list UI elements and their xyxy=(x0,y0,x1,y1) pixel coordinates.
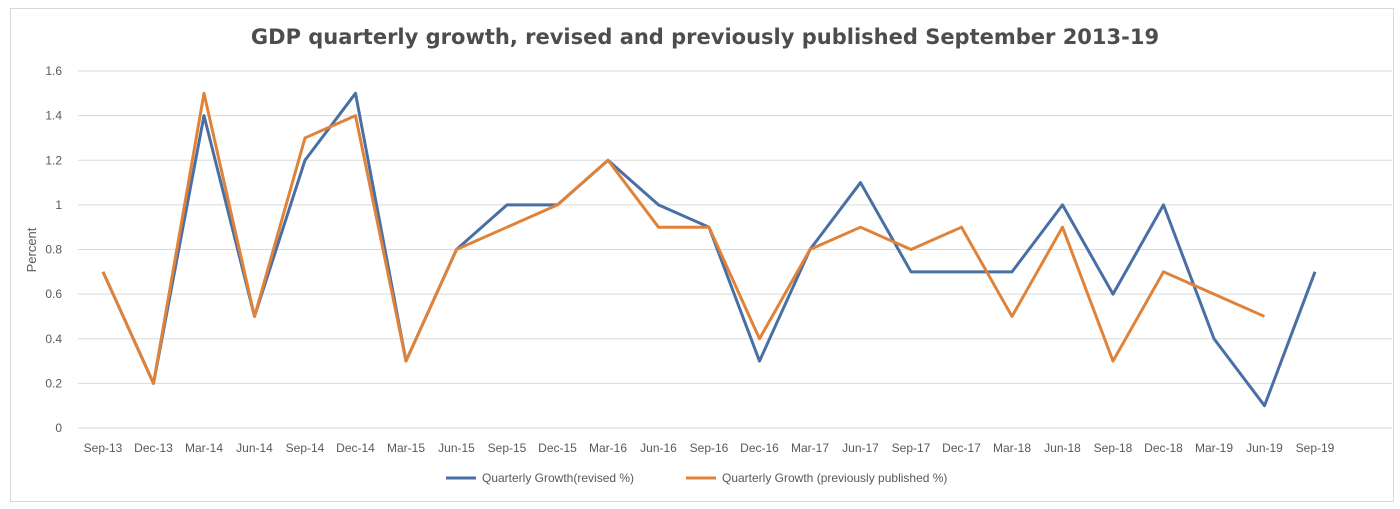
x-tick-label: Mar-16 xyxy=(589,441,627,455)
chart-title: GDP quarterly growth, revised and previo… xyxy=(251,25,1159,49)
x-tick-label: Mar-17 xyxy=(791,441,829,455)
x-tick-label: Sep-19 xyxy=(1296,441,1335,455)
x-tick-label: Dec-18 xyxy=(1144,441,1183,455)
x-tick-label: Sep-16 xyxy=(690,441,729,455)
x-tick-label: Dec-15 xyxy=(538,441,577,455)
y-tick-label: 0 xyxy=(55,421,62,435)
x-tick-label: Mar-15 xyxy=(387,441,425,455)
x-tick-label: Jun-14 xyxy=(236,441,273,455)
x-tick-label: Jun-19 xyxy=(1246,441,1283,455)
x-tick-label: Sep-15 xyxy=(488,441,527,455)
series-line-previously-published xyxy=(101,91,1266,385)
x-tick-label: Mar-18 xyxy=(993,441,1031,455)
legend: Quarterly Growth(revised %) Quarterly Gr… xyxy=(446,471,947,485)
series-lines xyxy=(101,91,1317,408)
x-tick-label: Dec-16 xyxy=(740,441,779,455)
y-tick-label: 0.4 xyxy=(45,332,62,346)
x-tick-labels: Sep-13 Dec-13 Mar-14 Jun-14 Sep-14 Dec-14 Mar-… xyxy=(84,441,1335,455)
x-tick-label: Mar-14 xyxy=(185,441,223,455)
x-tick-label: Dec-14 xyxy=(336,441,375,455)
x-tick-label: Dec-13 xyxy=(134,441,173,455)
x-tick-label: Jun-15 xyxy=(438,441,475,455)
legend-label-revised: Quarterly Growth(revised %) xyxy=(482,471,634,485)
gridlines xyxy=(78,70,1392,429)
y-tick-label: 1.4 xyxy=(45,109,62,123)
y-tick-label: 1.2 xyxy=(45,153,62,167)
x-tick-label: Sep-14 xyxy=(286,441,325,455)
x-tick-label: Jun-17 xyxy=(842,441,879,455)
y-tick-labels: 0 0.2 0.4 0.6 0.8 1 1.2 1.4 1.6 xyxy=(45,64,62,435)
x-tick-label: Sep-18 xyxy=(1094,441,1133,455)
y-tick-label: 1.6 xyxy=(45,64,62,78)
x-tick-label: Sep-13 xyxy=(84,441,123,455)
y-tick-label: 0.2 xyxy=(45,376,62,390)
y-tick-label: 0.6 xyxy=(45,287,62,301)
y-axis-label: Percent xyxy=(24,227,39,272)
x-tick-label: Dec-17 xyxy=(942,441,981,455)
x-tick-label: Jun-18 xyxy=(1044,441,1081,455)
x-tick-label: Sep-17 xyxy=(892,441,931,455)
y-tick-label: 1 xyxy=(55,198,62,212)
y-tick-label: 0.8 xyxy=(45,243,62,257)
x-tick-label: Jun-16 xyxy=(640,441,677,455)
x-tick-label: Mar-19 xyxy=(1195,441,1233,455)
legend-label-previously-published: Quarterly Growth (previously published %… xyxy=(722,471,947,485)
